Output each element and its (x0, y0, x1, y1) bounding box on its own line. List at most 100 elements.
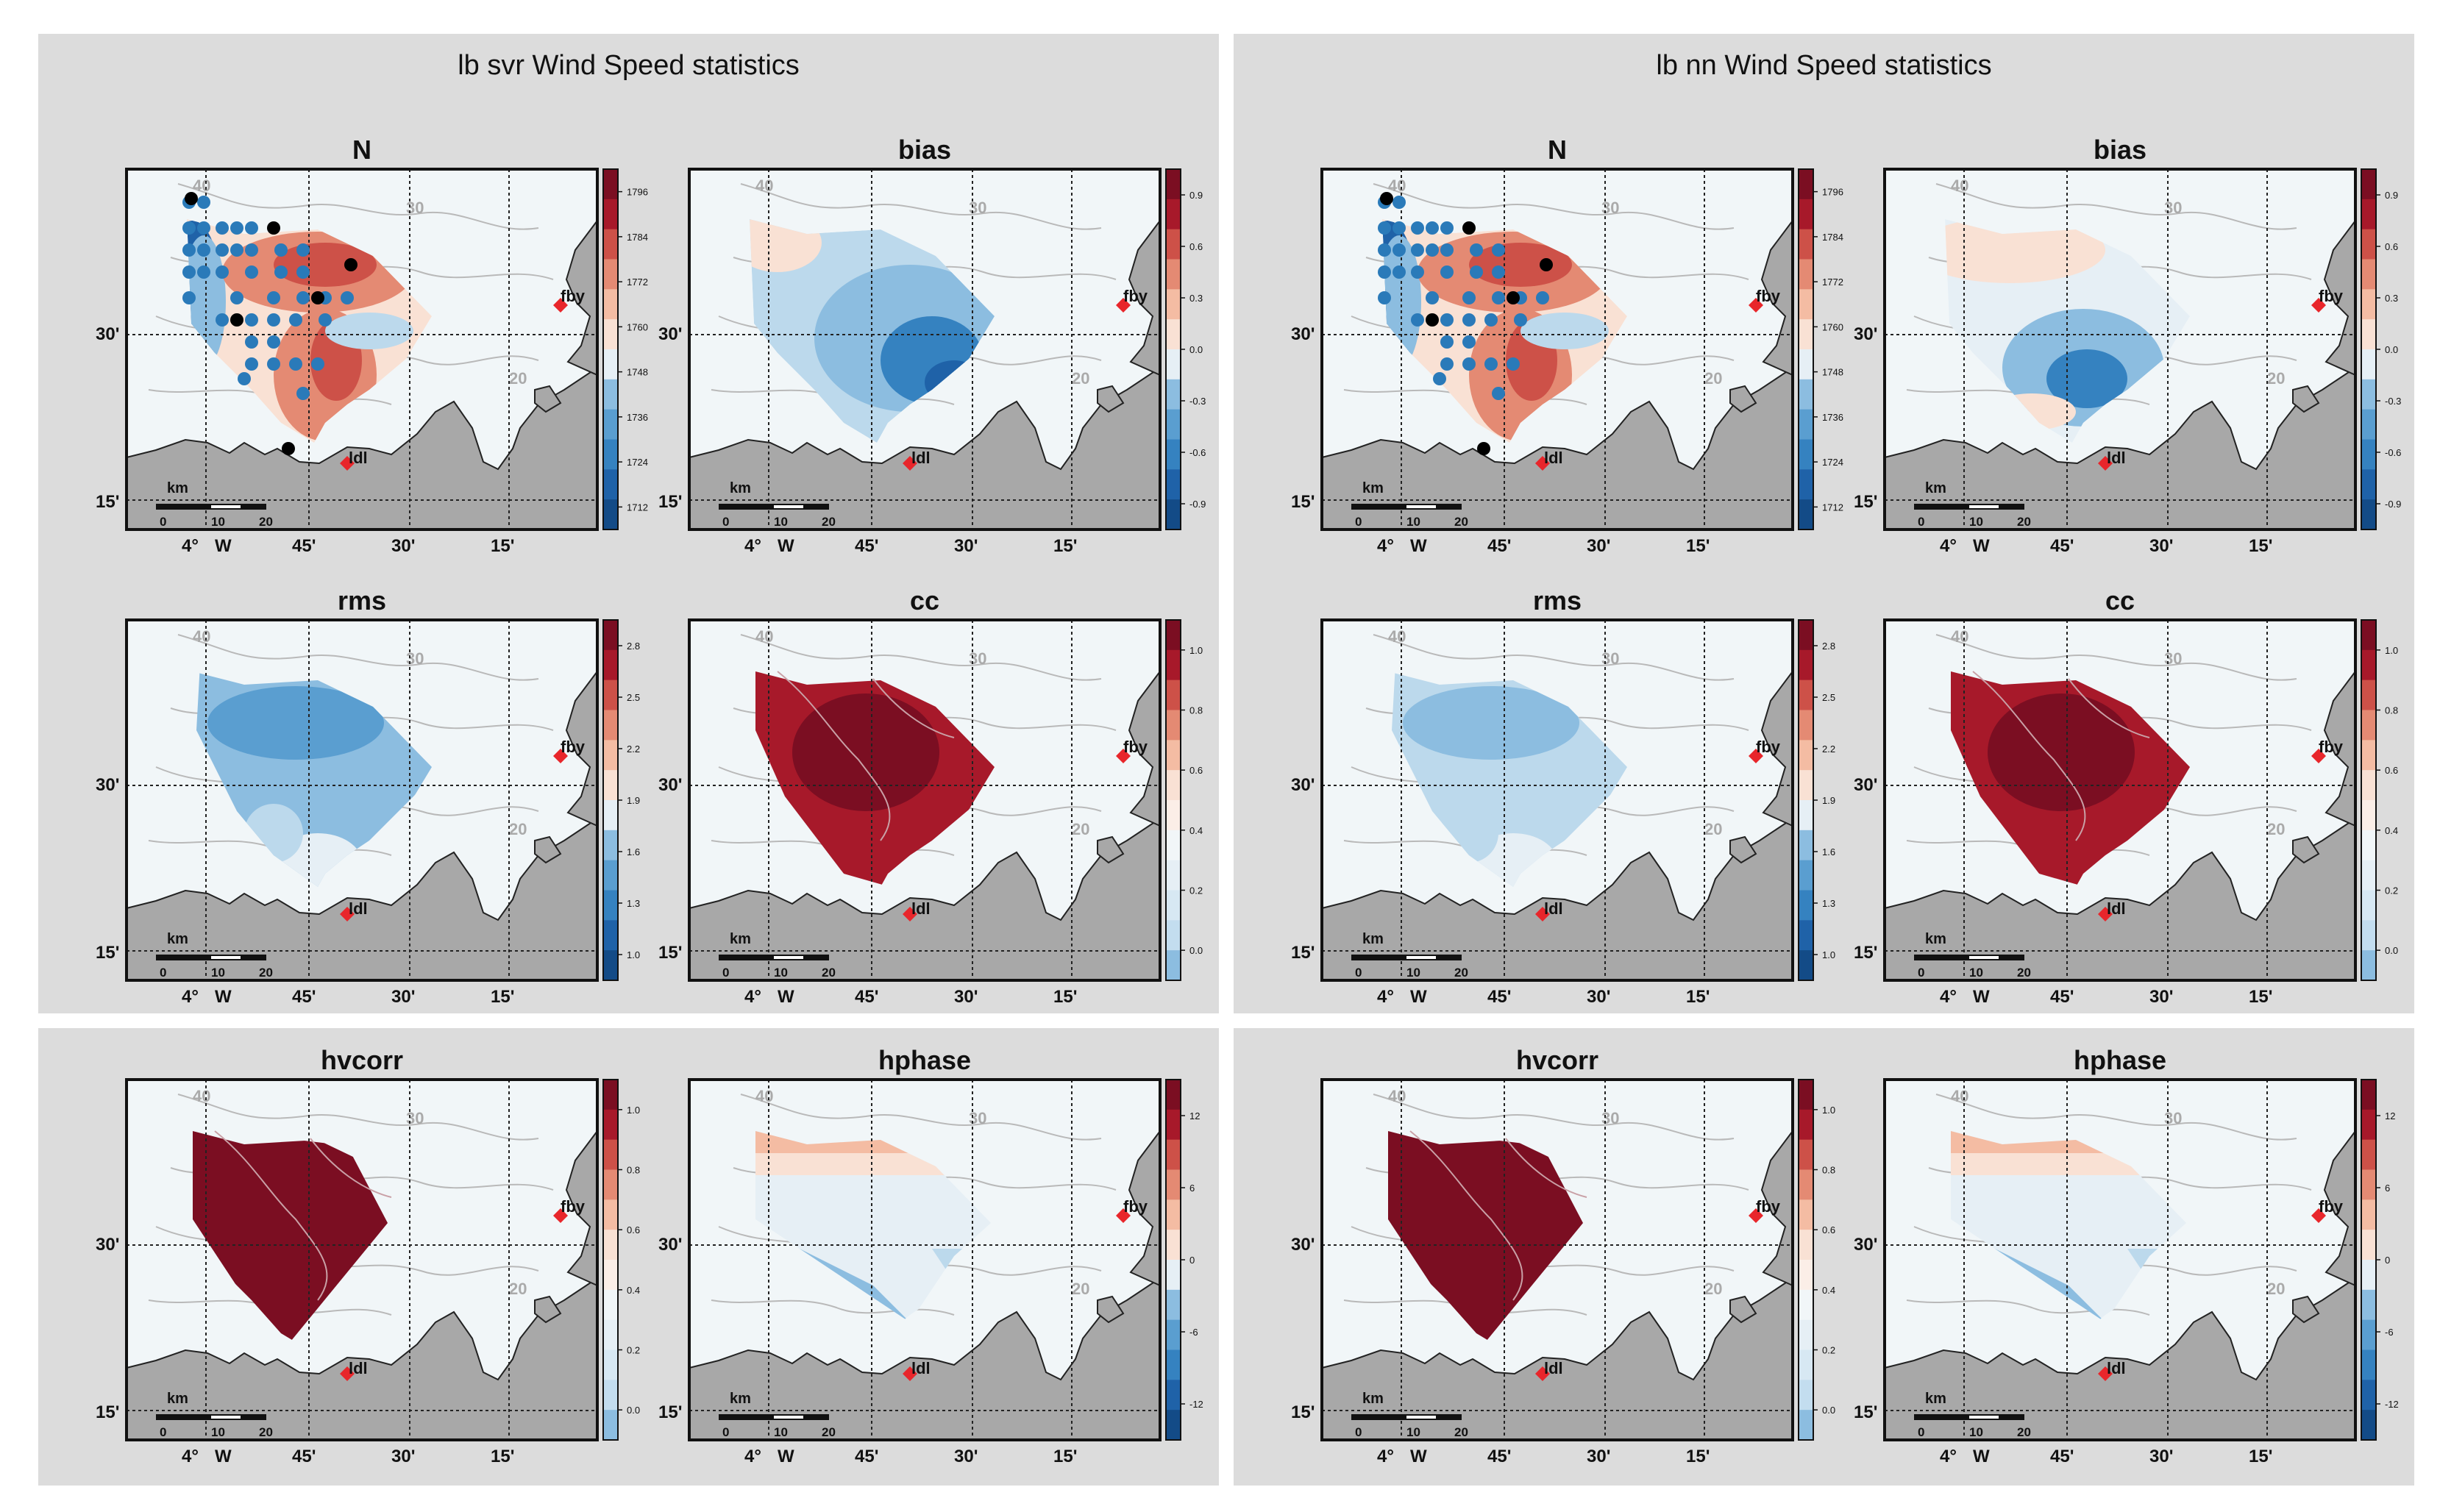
scalebar-tick: 0 (1918, 966, 1924, 980)
colorbar-segment (2361, 770, 2376, 801)
lon-tick-label: 4° (744, 1447, 761, 1466)
station-label: ldl (911, 1359, 931, 1377)
obs-point (1462, 291, 1476, 304)
map-frame (1320, 1078, 1794, 1441)
colorbar-segment (1799, 950, 1813, 981)
station-marker (1535, 907, 1550, 921)
map-subplot: rms40302010fbyldlkm010204°W45'30'15'30'1… (96, 585, 640, 1007)
lon-tick-label: 30' (391, 987, 415, 1007)
colorbar-segment (1166, 920, 1181, 951)
lon-tick-label: 30' (391, 1447, 415, 1466)
map-subplot: hvcorr40302010fbyldlkm010204°W45'30'15'3… (96, 1045, 640, 1466)
scalebar-white (1406, 1416, 1436, 1419)
colorbar-tick-label: 1.9 (627, 795, 640, 806)
scalebar-tick: 0 (160, 1425, 166, 1439)
colorbar-tick-label: 0.6 (1189, 241, 1203, 252)
station-label: ldl (2107, 449, 2126, 467)
colorbar-tick-label: 1.6 (627, 846, 640, 857)
colorbar-tick-label: 0.4 (1822, 1285, 1835, 1296)
land-island (1729, 385, 1757, 413)
colorbar-segment (1166, 1169, 1181, 1200)
field-cell (325, 313, 413, 349)
obs-point (230, 221, 243, 235)
obs-point (1433, 372, 1446, 385)
obs-point-black (344, 258, 358, 271)
colorbar-tick-label: 1.0 (1189, 645, 1203, 656)
colorbar-tick-label: 0.4 (2385, 825, 2398, 836)
station-label: fby (1123, 287, 1148, 305)
colorbar-segment (1166, 199, 1181, 230)
lon-tick-label: 4° (744, 536, 761, 556)
colorbar-segment (1799, 1289, 1813, 1321)
scalebar-white (211, 956, 241, 959)
station-marker (1116, 1208, 1131, 1223)
depth-contour (2068, 678, 2150, 738)
station-marker (2311, 1208, 2326, 1223)
station-label: ldl (1544, 1359, 1563, 1377)
lon-tick-label: 4° (182, 536, 199, 556)
obs-point (1514, 313, 1527, 327)
colorbar-segment (2361, 1139, 2376, 1170)
obs-point-black (185, 192, 198, 205)
scalebar-label: km (167, 480, 188, 496)
colorbar-segment (1799, 289, 1813, 320)
station-label: ldl (911, 449, 931, 467)
colorbar-segment (1799, 710, 1813, 741)
obs-point (245, 243, 258, 257)
obs-point (216, 243, 229, 257)
row-divider (1234, 1013, 2414, 1028)
colorbar-frame (602, 168, 619, 530)
obs-point-black (282, 442, 295, 455)
scalebar-label: km (1362, 1391, 1384, 1407)
colorbar-segment (1799, 1139, 1813, 1170)
colorbar-segment (1799, 259, 1813, 290)
colorbar-segment (603, 649, 618, 681)
lon-tick-label: 45' (2050, 987, 2074, 1007)
contour-label: 20 (1704, 1280, 1722, 1298)
contour-label: 30 (406, 1109, 424, 1127)
contour-label: 40 (1951, 627, 1968, 646)
colorbar-segment (1799, 680, 1813, 710)
colorbar-segment (603, 259, 618, 290)
contour-label: 30 (406, 199, 424, 217)
map-subplot: rms40302010fbyldlkm010204°W45'30'15'30'1… (1291, 585, 1835, 1007)
obs-point (1492, 243, 1505, 257)
colorbar-tick-label: 1.3 (1822, 898, 1835, 909)
colorbar-segment (1166, 259, 1181, 290)
map-frame (125, 1078, 599, 1441)
obs-point (267, 357, 280, 371)
scalebar-tick: 20 (259, 1425, 273, 1439)
colorbar-tick-label: 1.0 (627, 949, 640, 960)
colorbar-tick-label: 1784 (1822, 232, 1843, 243)
contour-label: 40 (1388, 176, 1406, 195)
lon-tick-label: 30' (954, 1447, 978, 1466)
depth-contour (214, 1130, 328, 1301)
obs-point (230, 291, 243, 304)
colorbar-tick-label: 1772 (1822, 277, 1843, 288)
colorbar-tick-label: 2.2 (627, 743, 640, 755)
scalebar-white (1406, 505, 1436, 508)
obs-point (216, 313, 229, 327)
map-frame (1320, 168, 1794, 531)
colorbar-segment (1799, 860, 1813, 891)
land-island (534, 1295, 562, 1324)
depth-contour (177, 634, 539, 681)
obs-point (319, 313, 332, 327)
land-island (1097, 385, 1125, 413)
depth-contour (1935, 634, 2297, 681)
obs-point (197, 221, 210, 235)
colorbar-segment (1799, 1349, 1813, 1380)
colorbar-segment (603, 740, 618, 771)
map-frame (1883, 1078, 2357, 1441)
obs-point (1440, 243, 1454, 257)
subplot-title: bias (2094, 135, 2146, 165)
lat-tick-label: 15' (96, 1402, 119, 1422)
colorbar-tick-label: -12 (2385, 1399, 2399, 1410)
land-east (2323, 218, 2356, 377)
station-marker (1749, 749, 1763, 763)
colorbar-segment (603, 319, 618, 350)
obs-point (1411, 265, 1424, 279)
colorbar-tick-label: 0.6 (627, 1224, 640, 1235)
colorbar-segment (1799, 1380, 1813, 1411)
scalebar-tick: 10 (1406, 1425, 1420, 1439)
